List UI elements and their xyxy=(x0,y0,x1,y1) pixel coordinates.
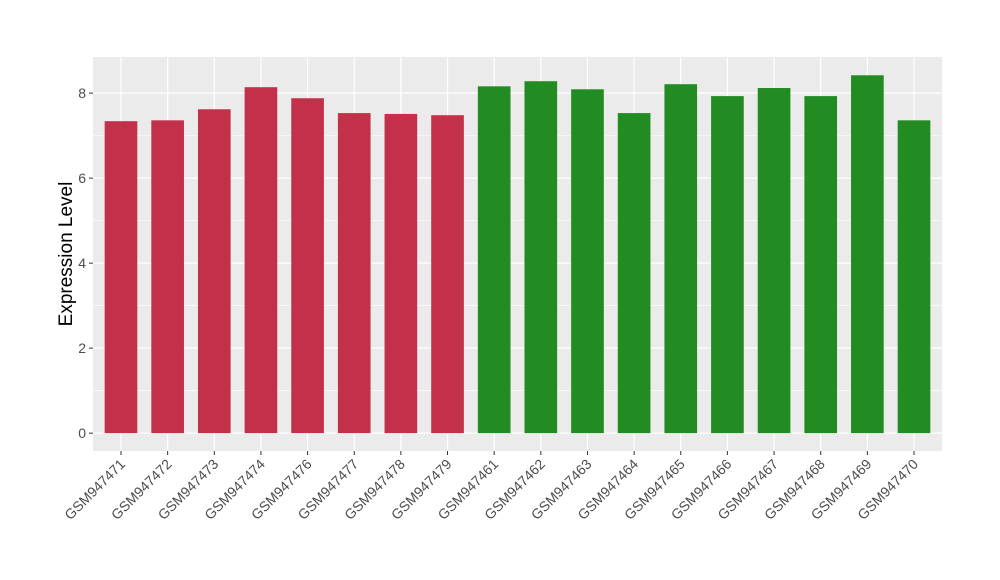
bar-GSM947461 xyxy=(477,86,511,434)
y-tick-label: 2 xyxy=(78,340,86,356)
bar-GSM947471 xyxy=(104,121,138,434)
y-tick-label: 8 xyxy=(78,85,86,101)
bar-GSM947466 xyxy=(711,96,744,434)
bar-GSM947470 xyxy=(897,120,931,434)
y-tick-label: 6 xyxy=(78,170,86,186)
bar-GSM947476 xyxy=(291,98,324,434)
bar-GSM947478 xyxy=(384,113,418,434)
bar-GSM947473 xyxy=(197,109,231,434)
bar-GSM947465 xyxy=(664,84,698,434)
bar-GSM947463 xyxy=(571,89,604,434)
bar-GSM947468 xyxy=(804,96,838,434)
y-axis-label: Expression Level xyxy=(56,182,77,327)
bar-GSM947474 xyxy=(244,87,278,434)
bar-GSM947464 xyxy=(617,113,651,434)
bar-GSM947479 xyxy=(431,115,464,434)
bar-GSM947477 xyxy=(337,113,371,434)
plot-panel xyxy=(93,57,942,451)
bar-GSM947472 xyxy=(151,120,184,434)
y-tick-label: 4 xyxy=(78,255,86,271)
bar-GSM947467 xyxy=(757,88,791,434)
bar-GSM947462 xyxy=(524,81,558,434)
y-tick-label: 0 xyxy=(78,425,86,441)
bar-GSM947469 xyxy=(851,75,884,434)
